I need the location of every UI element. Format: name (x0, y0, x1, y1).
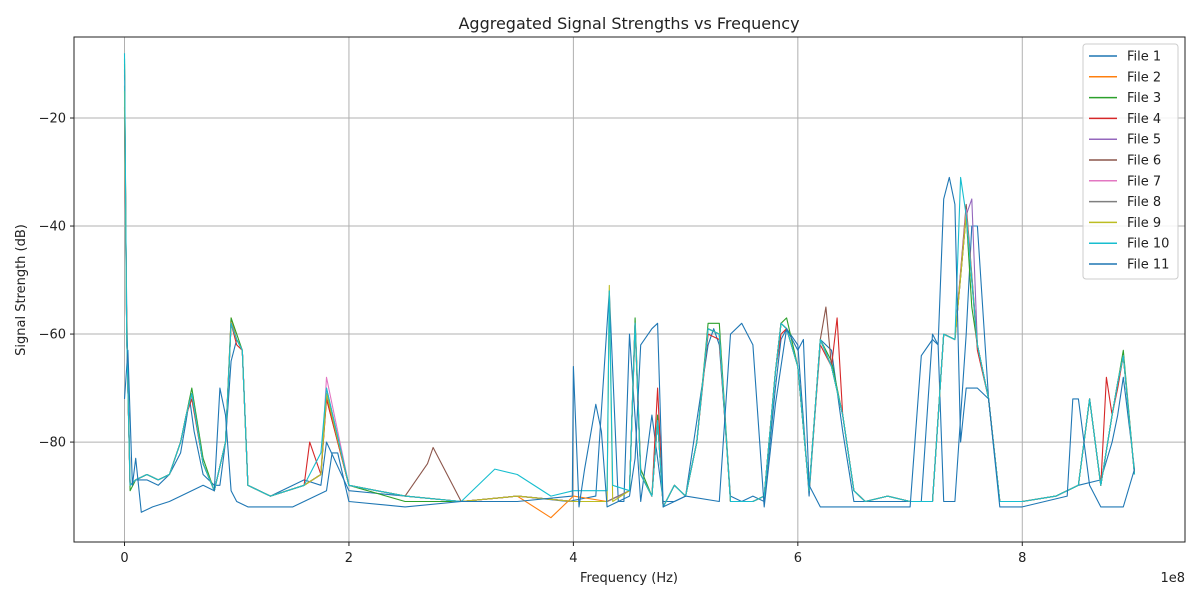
y-tick-label: −20 (39, 112, 66, 127)
legend-label: File 9 (1127, 216, 1161, 231)
x-tick-label: 6 (794, 551, 802, 566)
x-axis-title: Frequency (Hz) (580, 571, 678, 586)
series-layer (123, 53, 1136, 519)
grid (74, 37, 1185, 542)
legend-label: File 8 (1127, 195, 1161, 210)
legend-label: File 4 (1127, 112, 1161, 127)
x-tick-label: 4 (569, 551, 577, 566)
series-line-file-9 (123, 90, 1136, 508)
series-line-file-2 (123, 63, 1136, 519)
series-line-file-8 (123, 85, 1136, 508)
x-tick-label: 0 (120, 551, 128, 566)
series-line-file-11 (123, 176, 1136, 513)
series-line-file-1 (123, 117, 1136, 503)
legend-label: File 7 (1127, 174, 1161, 189)
series-line-file-6 (123, 69, 1136, 508)
legend-box (1082, 43, 1179, 280)
chart-title: Aggregated Signal Strengths vs Frequency (458, 14, 799, 33)
legend-label: File 3 (1127, 91, 1161, 106)
legend: File 1 File 2 File 3 File 4 File 5 File 6 File… (1082, 43, 1179, 280)
legend-label: File 10 (1127, 237, 1169, 252)
y-axis-title: Signal Strength (dB) (14, 224, 29, 356)
legend-label: File 1 (1127, 50, 1161, 65)
legend-label: File 6 (1127, 154, 1161, 169)
series-line-file-7 (123, 80, 1136, 508)
series-line-file-3 (123, 58, 1136, 508)
x-tick-label: 2 (345, 551, 353, 566)
x-tick-label: 8 (1018, 551, 1026, 566)
y-tick-label: −60 (39, 328, 66, 343)
plot-area-frame (73, 36, 1186, 543)
legend-label: File 5 (1127, 133, 1161, 148)
legend-label: File 11 (1127, 258, 1169, 273)
legend-label: File 2 (1127, 70, 1161, 85)
y-tick-label: −80 (39, 436, 66, 451)
ticks: 0 2 4 6 8 −20 −40 −60 −80 (39, 112, 1027, 566)
series-line-file-10 (123, 53, 1136, 508)
y-tick-label: −40 (39, 220, 66, 235)
x-axis-offset-label: 1e8 (1160, 571, 1185, 586)
